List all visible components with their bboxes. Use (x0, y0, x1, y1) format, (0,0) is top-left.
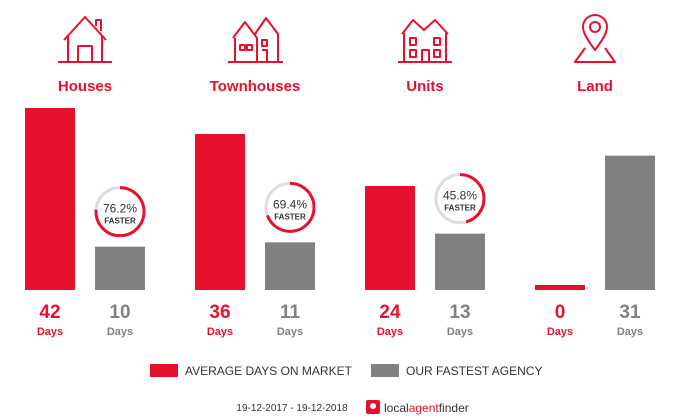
unit-average-townhouses: Days (207, 326, 233, 338)
value-fastest-houses: 10 (109, 302, 130, 323)
category-label-houses: Houses (58, 78, 112, 95)
faster-ring-progress-townhouses (264, 181, 316, 233)
value-fastest-townhouses: 11 (280, 302, 301, 323)
bar-fastest-houses (95, 246, 145, 290)
logo-text-agent: agent (409, 401, 440, 415)
value-average-land: 0 (555, 302, 566, 323)
faster-text-townhouses: FASTER (274, 212, 306, 221)
townhouse-icon (228, 17, 283, 63)
bar-average-houses (25, 108, 75, 290)
faster-text-houses: FASTER (104, 217, 136, 226)
faster-percent-houses: 76.2% (103, 202, 137, 216)
category-label-land: Land (577, 78, 613, 95)
unit-average-land: Days (547, 326, 573, 338)
logo-text-local: local (384, 401, 409, 415)
bar-average-land (535, 285, 585, 290)
faster-ring-progress-units (434, 173, 486, 225)
logo-text-finder: finder (439, 401, 469, 415)
bar-average-units (365, 186, 415, 290)
land-pin-icon (574, 14, 616, 63)
house-icon (58, 16, 112, 63)
faster-ring-progress-houses (94, 186, 146, 238)
unit-fastest-houses: Days (107, 326, 133, 338)
legend-label-average: AVERAGE DAYS ON MARKET (185, 364, 353, 378)
category-label-units: Units (406, 78, 444, 95)
value-average-townhouses: 36 (209, 302, 230, 323)
legend-swatch-average (150, 364, 178, 377)
localagentfinder-logo: localagentfinder (366, 400, 469, 415)
legend: AVERAGE DAYS ON MARKET OUR FASTEST AGENC… (150, 364, 542, 378)
category-label-townhouses: Townhouses (210, 78, 301, 95)
legend-label-fastest: OUR FASTEST AGENCY (406, 364, 542, 378)
value-average-units: 24 (379, 302, 401, 323)
value-fastest-land: 31 (619, 302, 641, 323)
bar-fastest-land (605, 155, 655, 290)
unit-average-units: Days (377, 326, 403, 338)
bar-average-townhouses (195, 134, 245, 290)
faster-percent-townhouses: 69.4% (273, 197, 307, 211)
legend-swatch-fastest (371, 364, 399, 377)
date-range: 19-12-2017 - 19-12-2018 (236, 403, 348, 414)
logo-text: localagentfinder (384, 401, 469, 415)
faster-percent-units: 45.8% (443, 189, 477, 203)
unit-fastest-units: Days (447, 326, 473, 338)
unit-fastest-land: Days (617, 326, 643, 338)
bar-fastest-units (435, 233, 485, 290)
units-icon (398, 19, 452, 63)
bar-fastest-townhouses (265, 242, 315, 290)
unit-average-houses: Days (37, 326, 63, 338)
unit-fastest-townhouses: Days (277, 326, 303, 338)
value-average-houses: 42 (39, 302, 60, 323)
faster-text-units: FASTER (444, 204, 476, 213)
footer: 19-12-2017 - 19-12-2018 localagentfinder (236, 400, 469, 415)
value-fastest-units: 13 (449, 302, 470, 323)
